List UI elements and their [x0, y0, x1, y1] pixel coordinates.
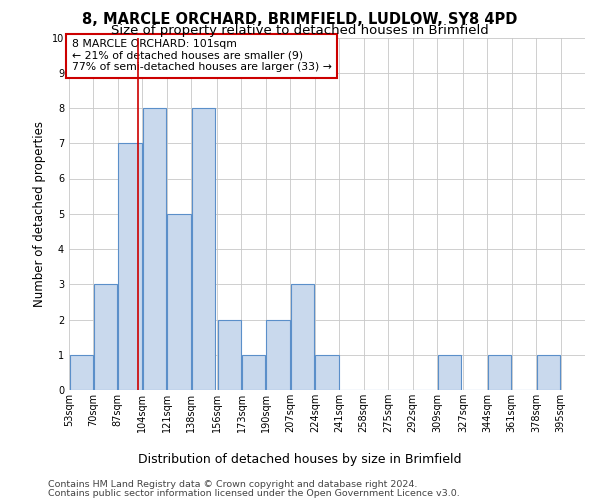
- Bar: [291, 284, 314, 390]
- Bar: [242, 355, 265, 390]
- Text: 8, MARCLE ORCHARD, BRIMFIELD, LUDLOW, SY8 4PD: 8, MARCLE ORCHARD, BRIMFIELD, LUDLOW, SY…: [82, 12, 518, 28]
- Text: Distribution of detached houses by size in Brimfield: Distribution of detached houses by size …: [138, 452, 462, 466]
- Y-axis label: Number of detached properties: Number of detached properties: [34, 120, 46, 306]
- Bar: [488, 355, 511, 390]
- Text: Contains HM Land Registry data © Crown copyright and database right 2024.: Contains HM Land Registry data © Crown c…: [48, 480, 418, 489]
- Bar: [118, 143, 142, 390]
- Bar: [437, 355, 461, 390]
- Text: 8 MARCLE ORCHARD: 101sqm
← 21% of detached houses are smaller (9)
77% of semi-de: 8 MARCLE ORCHARD: 101sqm ← 21% of detach…: [71, 40, 331, 72]
- Text: Size of property relative to detached houses in Brimfield: Size of property relative to detached ho…: [111, 24, 489, 37]
- Bar: [218, 320, 241, 390]
- Bar: [537, 355, 560, 390]
- Bar: [143, 108, 166, 390]
- Text: Contains public sector information licensed under the Open Government Licence v3: Contains public sector information licen…: [48, 489, 460, 498]
- Bar: [316, 355, 338, 390]
- Bar: [94, 284, 117, 390]
- Bar: [192, 108, 215, 390]
- Bar: [266, 320, 290, 390]
- Bar: [167, 214, 191, 390]
- Bar: [70, 355, 93, 390]
